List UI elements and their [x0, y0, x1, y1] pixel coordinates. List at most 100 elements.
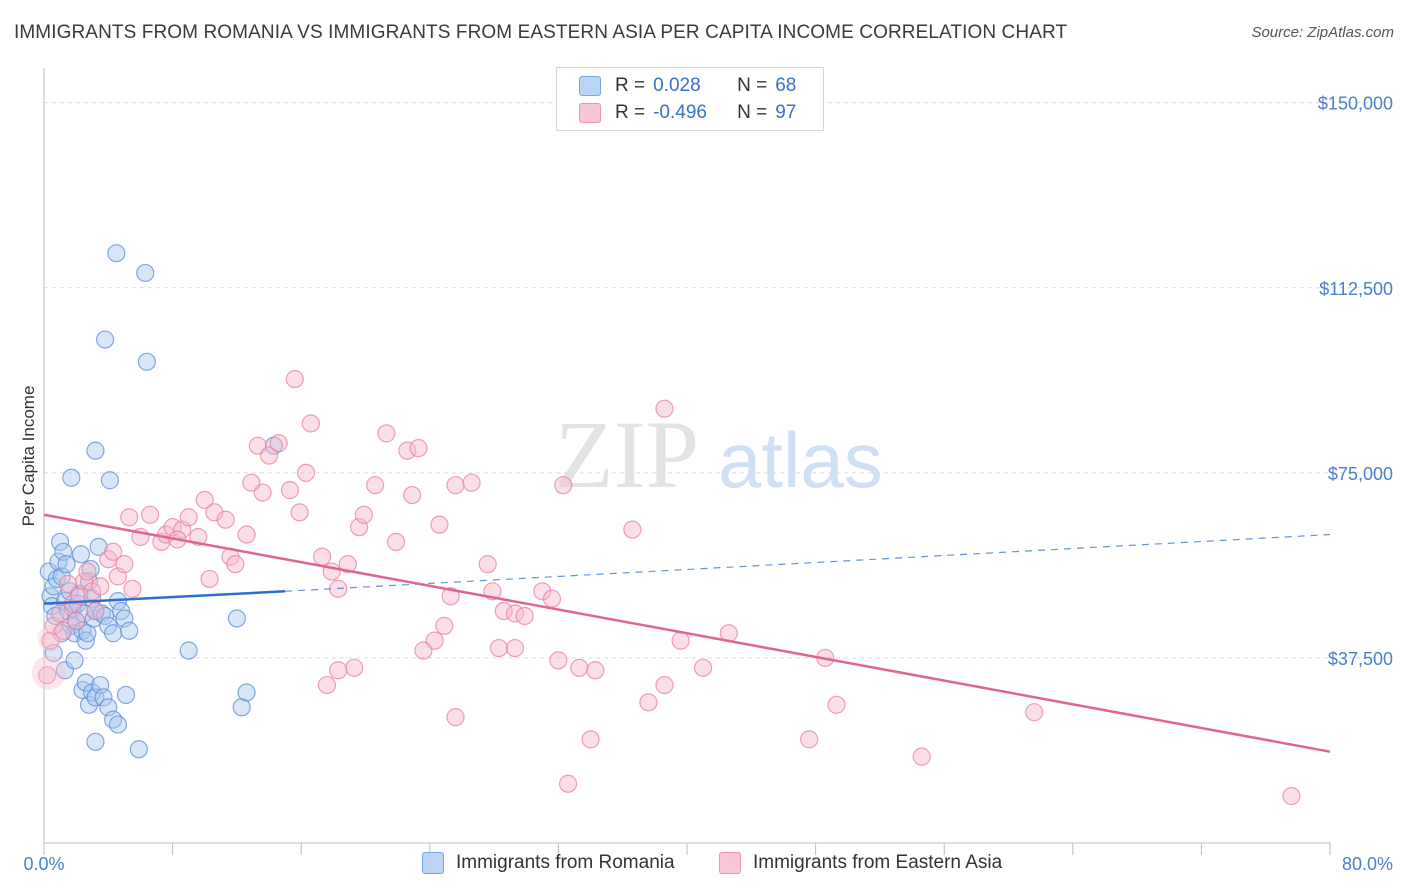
y-tick-label: $112,500	[1319, 279, 1393, 299]
romania-point	[104, 624, 123, 643]
asia-point	[478, 555, 497, 574]
asia-point	[200, 569, 219, 589]
asia-point	[586, 661, 605, 680]
y-tick-labels: $37,500 $75,000 $112,500 $150,000	[1318, 94, 1393, 669]
asia-point	[581, 730, 600, 749]
grid-lines	[44, 102, 1395, 659]
legend-item-asia[interactable]: Immigrants from Eastern Asia	[719, 852, 1002, 874]
asia-point	[38, 666, 57, 685]
legend-swatch-asia	[579, 103, 601, 123]
legend-n-label: N =	[737, 75, 768, 96]
chart-source: Source: ZipAtlas.com	[1251, 24, 1394, 41]
x-tick-label: 80.0%	[1342, 854, 1393, 874]
series-romania-points	[39, 244, 283, 759]
axes	[43, 68, 1331, 855]
asia-point	[1025, 703, 1044, 722]
romania-point	[57, 555, 76, 574]
romania-point	[89, 537, 108, 556]
y-axis-label: Per Capita Income	[19, 386, 38, 527]
asia-point	[570, 658, 589, 677]
asia-point	[312, 547, 332, 566]
chart-title: IMMIGRANTS FROM ROMANIA VS IMMIGRANTS FR…	[14, 22, 1068, 43]
asia-point	[403, 485, 422, 505]
asia-point	[345, 658, 364, 677]
legend-row-romania: R = 0.028 N = 68	[579, 74, 796, 98]
romania-point	[237, 683, 256, 702]
asia-point	[494, 601, 513, 621]
asia-point	[655, 675, 674, 695]
legend-swatch-asia	[719, 852, 741, 874]
asia-point	[542, 589, 562, 608]
asia-point	[441, 587, 460, 606]
romania-point	[108, 715, 128, 734]
watermark: ZIP atlas	[555, 401, 883, 508]
asia-point	[430, 515, 449, 534]
asia-point	[259, 446, 279, 465]
series-asia-points	[31, 369, 1301, 806]
asia-point	[317, 675, 337, 695]
asia-point-cluster	[31, 655, 66, 690]
romania-point	[62, 468, 81, 487]
asia-point	[554, 476, 573, 495]
y-tick-label: $37,500	[1328, 649, 1393, 669]
asia-point	[242, 473, 261, 492]
legend-label-asia: Immigrants from Eastern Asia	[753, 852, 1003, 873]
romania-point	[86, 732, 105, 751]
asia-point	[1282, 787, 1301, 806]
romania-point	[136, 263, 155, 283]
asia-point	[140, 505, 160, 524]
asia-point	[558, 774, 578, 793]
asia-point	[489, 638, 509, 658]
asia-point	[655, 399, 674, 418]
asia-point	[446, 476, 465, 495]
asia-point	[549, 651, 568, 670]
legend-r-value: 0.028	[653, 75, 701, 96]
asia-point	[800, 730, 819, 749]
asia-point	[195, 490, 214, 510]
watermark-zip: ZIP	[555, 401, 699, 508]
romania-point	[129, 740, 148, 759]
romania-point	[227, 609, 246, 628]
legend-n-value: 68	[775, 75, 797, 96]
asia-point	[216, 510, 235, 529]
romania-point	[76, 673, 95, 692]
romania-point	[137, 352, 156, 371]
watermark-atlas: atlas	[718, 416, 883, 504]
romania-point	[116, 685, 136, 705]
romania-trend-line	[43, 590, 286, 605]
asia-point	[414, 641, 433, 660]
asia-point	[115, 555, 134, 574]
romania-point	[86, 441, 105, 460]
romania-point	[55, 661, 74, 680]
romania-point	[107, 244, 126, 263]
asia-point	[533, 582, 552, 601]
asia-point	[409, 439, 428, 458]
asia-point	[377, 424, 396, 443]
asia-point	[639, 693, 658, 712]
asia-point	[67, 611, 86, 631]
romania-point	[71, 545, 91, 564]
legend-item-romania[interactable]: Immigrants from Romania	[422, 852, 675, 874]
asia-point-cluster	[37, 625, 64, 652]
asia-point	[296, 463, 316, 482]
legend-swatch-romania	[579, 76, 601, 96]
asia-point	[123, 579, 142, 598]
asia-point	[505, 638, 525, 658]
series-legend: Immigrants from Romania Immigrants from …	[0, 852, 1406, 878]
asia-trend-line	[43, 513, 1331, 753]
legend-n-label: N =	[737, 102, 768, 123]
asia-point	[226, 555, 245, 574]
legend-r-value: -0.496	[653, 102, 707, 123]
asia-point	[179, 508, 198, 527]
legend-r-label: R =	[615, 102, 646, 123]
romania-point	[120, 621, 139, 640]
x-tick-labels: 0.0% 80.0%	[23, 854, 1393, 874]
legend-row-asia: R = -0.496 N = 97	[579, 101, 796, 125]
x-tick-label: 0.0%	[23, 854, 64, 874]
asia-point	[120, 508, 139, 527]
asia-point	[50, 604, 70, 623]
asia-point	[280, 481, 300, 500]
asia-point	[398, 441, 417, 460]
legend-n-value: 97	[775, 102, 797, 123]
